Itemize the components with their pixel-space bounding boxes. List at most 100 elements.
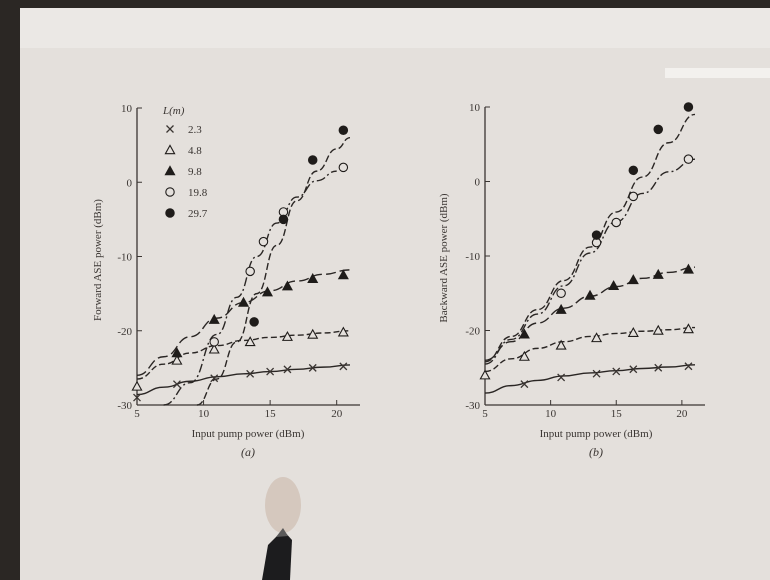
point-29_7-2 [307,155,318,165]
y-tick-label--30: -30 [117,400,132,412]
point-9_8-0 [171,347,183,358]
point-29_7-0 [249,317,259,327]
x-tick-label-5: 5 [482,408,488,420]
point-9_8-0 [518,328,530,339]
y-tick-label--20: -20 [117,326,132,338]
y-axis-title-b: Backward ASE power (dBm) [438,193,450,323]
point-29_7-1 [278,214,289,225]
point-19_8-0 [556,288,566,298]
point-4_8-4 [627,327,639,337]
legend-marker-3 [164,165,176,176]
point-2_3-5 [654,363,663,372]
point-19_8-0 [209,337,219,347]
point-19_8-2 [611,217,621,228]
point-9_8-2 [584,289,596,300]
point-19_8-2 [258,236,269,247]
point-9_8-5 [307,273,319,284]
glare [665,68,770,78]
point-4_8-0 [131,380,143,391]
y-tick-label--20: -20 [465,326,480,338]
point-9_8-6 [337,269,349,280]
point-9_8-2 [237,296,250,307]
point-4_8-6 [682,323,694,334]
x-axis-title-a: Input pump power (dBm) [192,428,305,440]
y-tick-label--10: -10 [465,251,480,263]
point-2_3-3 [246,369,255,378]
point-4_8-1 [171,354,183,365]
point-4_8-0 [479,369,491,380]
point-29_7-3 [683,102,694,112]
legend: L(m) 2.3 4.8 9.8 19.8 29.7 [162,105,208,220]
y-tick-label-10: 10 [121,103,133,115]
pen-tip [276,528,288,537]
curve-19_8 [484,158,696,365]
point-4_8-5 [652,324,664,335]
paper-sheet [20,8,770,580]
legend-marker-2 [164,144,176,155]
x-tick-label-5: 5 [134,408,140,420]
ticks-a: 5 10 15 20 -30 -20 -10 0 10 [117,103,342,420]
x-tick-label-10: 10 [198,408,210,420]
pen-body [262,530,292,580]
point-9_8-6 [682,263,694,274]
pen [262,477,301,580]
y-tick-label-10: 10 [469,102,481,114]
point-9_8-4 [627,274,639,285]
pen-shadow [265,477,301,533]
point-4_8-5 [307,328,319,339]
point-4_8-3 [244,336,256,347]
x-tick-label-20: 20 [676,408,688,420]
y-tick-label-0: 0 [475,177,481,189]
legend-label-2: 4.8 [188,145,202,157]
point-4_8-6 [337,326,349,337]
legend-marker-5 [165,208,175,218]
points-b [479,102,694,389]
point-2_3-6 [684,362,693,371]
points-a [131,125,349,402]
legend-label-1: 2.3 [188,124,202,136]
point-4_8-2 [208,343,220,354]
x-tick-label-20: 20 [331,408,343,420]
legend-rows [164,125,176,218]
x-axis-title-b: Input pump power (dBm) [540,428,653,440]
point-4_8-4 [281,330,293,341]
paper-top-band [20,8,770,48]
y-tick-label--30: -30 [465,400,480,412]
point-2_3-1 [557,373,566,382]
point-2_3-2 [592,369,601,378]
point-9_8-1 [208,313,220,324]
point-9_8-5 [652,268,664,279]
point-2_3-5 [283,365,292,374]
panel-caption-a: (a) [241,445,255,459]
point-19_8-1 [245,266,255,277]
point-19_8-4 [683,154,694,164]
point-9_8-4 [281,280,293,291]
point-19_8-3 [628,191,639,202]
curve-29_7 [484,113,696,363]
curve-2_3 [136,364,351,396]
point-2_3-1 [172,380,181,389]
y-tick-label-0: 0 [127,177,133,189]
y-axis-title-a: Forward ASE power (dBm) [92,199,104,321]
point-4_8-3 [591,332,603,343]
curve-4_8 [136,330,351,380]
legend-label-3: 9.8 [188,166,202,178]
point-2_3-6 [308,363,317,372]
point-2_3-2 [210,374,219,383]
point-9_8-1 [555,303,567,314]
point-2_3-7 [339,362,348,371]
point-2_3-3 [612,367,621,376]
legend-label-5: 29.7 [188,208,208,220]
curve-2_3 [484,364,696,394]
point-4_8-2 [555,339,567,350]
panel-b: 5 10 15 20 -30 -20 -10 0 10 Backward ASE power (… [438,102,705,459]
point-2_3-4 [629,365,638,374]
point-9_8-3 [608,280,620,291]
point-29_7-2 [653,124,663,135]
point-2_3-0 [133,393,141,402]
legend-label-4: 19.8 [188,187,208,199]
point-2_3-4 [266,367,275,376]
y-tick-label--10: -10 [117,252,132,264]
panel-a: 5 10 15 20 -30 -20 -10 0 10 Forward ASE power (d… [92,103,360,459]
